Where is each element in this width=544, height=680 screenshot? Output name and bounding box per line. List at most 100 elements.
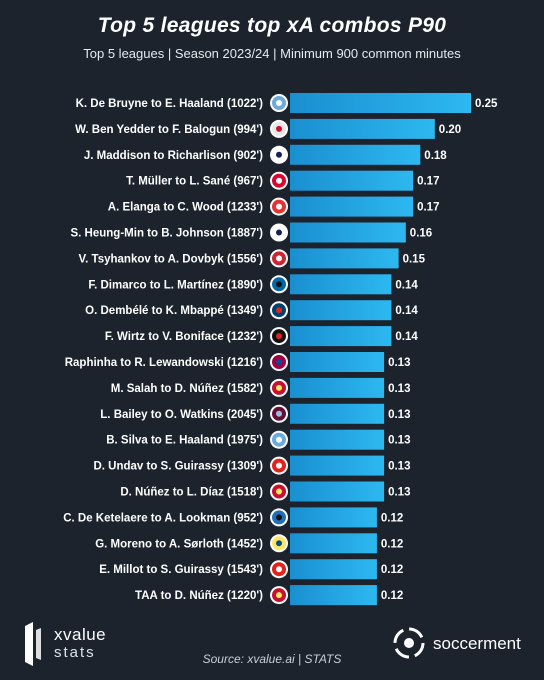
man-city-badge-icon xyxy=(270,94,288,112)
leverkusen-badge-icon xyxy=(270,327,288,346)
stuttgart-badge-icon xyxy=(270,560,288,579)
value-label: 0.13 xyxy=(388,409,410,421)
category-label: L. Bailey to O. Watkins (2045') xyxy=(100,409,263,421)
bar xyxy=(290,118,435,139)
bar xyxy=(290,481,385,502)
bar xyxy=(290,222,406,243)
category-label: S. Heung-Min to B. Johnson (1887') xyxy=(71,228,264,240)
category-label: C. De Ketelaere to A. Lookman (952') xyxy=(63,512,263,524)
chart-row: T. Müller to L. Sané (967') 0.17 xyxy=(126,170,439,191)
value-label: 0.13 xyxy=(388,487,410,499)
xvalue-logo-line2: stats xyxy=(54,644,96,661)
tottenham-badge-icon xyxy=(270,145,288,164)
value-label: 0.13 xyxy=(388,383,410,395)
value-label: 0.17 xyxy=(417,176,439,188)
chart-row: G. Moreno to A. Sørloth (1452') 0.12 xyxy=(95,533,403,554)
bar-chart: K. De Bruyne to E. Haaland (1022') 0.25 W.… xyxy=(63,93,498,606)
bar xyxy=(290,352,385,372)
bar xyxy=(290,196,414,217)
value-label: 0.14 xyxy=(395,279,418,291)
chart-row: Raphinha to R. Lewandowski (1216') 0.13 xyxy=(65,352,410,372)
chart-row: F. Wirtz to V. Boniface (1232') 0.14 xyxy=(105,326,418,347)
villarreal-badge-icon xyxy=(270,534,288,553)
chart-subtitle: Top 5 leagues | Season 2023/24 | Minimum… xyxy=(83,46,461,61)
bar xyxy=(290,403,385,424)
girona-badge-icon xyxy=(270,249,288,268)
inter-badge-icon xyxy=(270,275,288,294)
bar xyxy=(290,455,385,476)
chart-row: TAA to D. Núñez (1220') 0.12 xyxy=(135,585,403,606)
chart-row: F. Dimarco to L. Martínez (1890') 0.14 xyxy=(88,274,418,295)
value-label: 0.13 xyxy=(388,435,410,447)
chart-row: M. Salah to D. Núñez (1582') 0.13 xyxy=(111,377,410,398)
category-label: D. Núñez to L. Díaz (1518') xyxy=(120,487,263,499)
bayern-badge-icon xyxy=(270,171,288,190)
chart-row: L. Bailey to O. Watkins (2045') 0.13 xyxy=(100,403,410,424)
aston-villa-badge-icon xyxy=(270,404,288,423)
liverpool-badge-icon xyxy=(270,482,288,501)
bar xyxy=(290,585,377,606)
bar xyxy=(290,533,377,554)
value-label: 0.13 xyxy=(388,357,410,369)
stuttgart-badge-icon xyxy=(270,456,288,475)
chart-row: C. De Ketelaere to A. Lookman (952') 0.12 xyxy=(63,507,403,528)
bar xyxy=(290,144,421,165)
chart-row: D. Núñez to L. Díaz (1518') 0.13 xyxy=(120,481,410,502)
bar xyxy=(290,93,471,113)
category-label: J. Maddison to Richarlison (902') xyxy=(84,150,263,162)
chart-row: D. Undav to S. Guirassy (1309') 0.13 xyxy=(93,455,410,476)
source-note: Source: xvalue.ai | STATS xyxy=(202,652,342,666)
value-label: 0.18 xyxy=(424,150,447,162)
chart-row: J. Maddison to Richarlison (902') 0.18 xyxy=(84,144,447,165)
bar xyxy=(290,559,377,580)
chart-row: O. Dembélé to K. Mbappé (1349') 0.14 xyxy=(85,300,418,321)
chart-row: B. Silva to E. Haaland (1975') 0.13 xyxy=(106,429,410,450)
category-label: A. Elanga to C. Wood (1233') xyxy=(108,202,263,214)
value-label: 0.15 xyxy=(403,253,426,265)
category-label: T. Müller to L. Sané (967') xyxy=(126,176,263,188)
soccerment-logo-text: soccerment xyxy=(433,634,521,653)
category-label: F. Dimarco to L. Martínez (1890') xyxy=(88,279,263,291)
nottingham-forest-badge-icon xyxy=(270,197,288,216)
chart-row: S. Heung-Min to B. Johnson (1887') 0.16 xyxy=(71,222,432,243)
xvalue-logo-text: xvalue stats xyxy=(54,626,106,662)
liverpool-badge-icon xyxy=(270,586,288,605)
value-label: 0.16 xyxy=(410,228,432,240)
category-label: D. Undav to S. Guirassy (1309') xyxy=(93,461,263,473)
value-label: 0.12 xyxy=(381,564,403,576)
value-label: 0.25 xyxy=(475,98,498,110)
atalanta-badge-icon xyxy=(270,508,288,527)
value-label: 0.12 xyxy=(381,590,403,602)
category-label: O. Dembélé to K. Mbappé (1349') xyxy=(85,305,263,317)
soccerment-logo-icon xyxy=(393,627,425,659)
xvalue-logo-line1: xvalue xyxy=(54,625,107,644)
category-label: E. Millot to S. Guirassy (1543') xyxy=(99,564,263,576)
value-label: 0.12 xyxy=(381,538,403,550)
value-label: 0.14 xyxy=(395,305,418,317)
xvalue-logo-icon xyxy=(25,622,41,666)
bar xyxy=(290,507,377,528)
chart-row: K. De Bruyne to E. Haaland (1022') 0.25 xyxy=(76,93,498,113)
man-city-badge-icon xyxy=(270,430,288,449)
category-label: B. Silva to E. Haaland (1975') xyxy=(106,435,263,447)
tottenham-badge-icon xyxy=(270,223,288,242)
category-label: M. Salah to D. Núñez (1582') xyxy=(111,383,263,395)
value-label: 0.14 xyxy=(395,331,418,343)
barcelona-badge-icon xyxy=(270,353,288,371)
value-label: 0.13 xyxy=(388,461,410,473)
bar xyxy=(290,274,392,295)
category-label: W. Ben Yedder to F. Balogun (994') xyxy=(75,124,263,136)
psg-badge-icon xyxy=(270,301,288,320)
chart-row: V. Tsyhankov to A. Dovbyk (1556') 0.15 xyxy=(79,248,426,269)
liverpool-badge-icon xyxy=(270,378,288,397)
bar xyxy=(290,300,392,321)
category-label: Raphinha to R. Lewandowski (1216') xyxy=(65,357,263,369)
value-label: 0.17 xyxy=(417,202,439,214)
bar xyxy=(290,377,385,398)
monaco-badge-icon xyxy=(270,119,288,138)
bar xyxy=(290,429,385,450)
category-label: K. De Bruyne to E. Haaland (1022') xyxy=(76,98,264,110)
bar xyxy=(290,326,392,347)
category-label: G. Moreno to A. Sørloth (1452') xyxy=(95,538,263,550)
bar xyxy=(290,170,414,191)
